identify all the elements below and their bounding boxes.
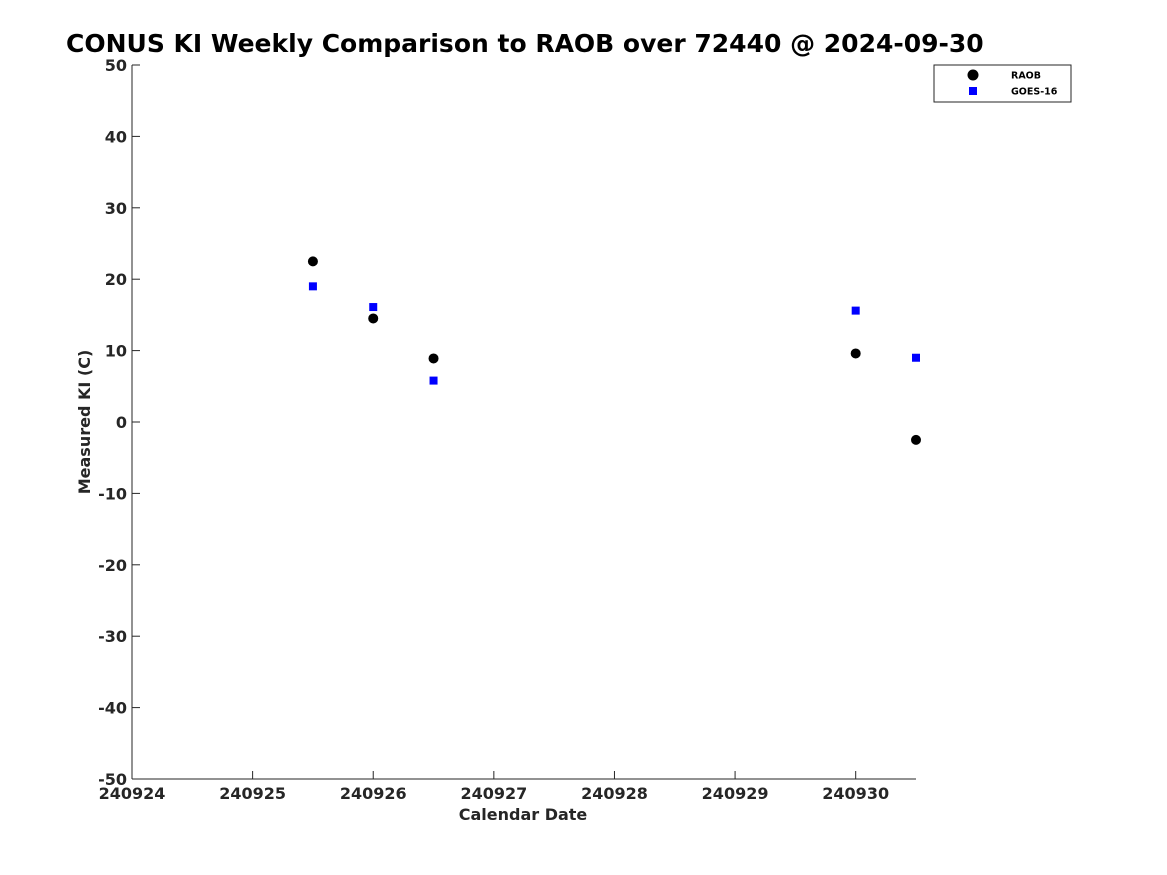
y-tick-label: 10 [105,342,127,361]
legend-box [933,64,1072,103]
legend: RAOB GOES-16 [933,64,1072,103]
x-tick-label: 240928 [581,784,648,803]
raob-point [307,256,318,267]
legend-label: RAOB [1011,71,1041,82]
data-points [307,256,921,445]
x-tick-label: 240930 [822,784,889,803]
y-tick-label: -10 [98,484,127,503]
x-tick-label: 240925 [219,784,286,803]
y-tick-label: -30 [98,627,127,646]
x-axis-title: Calendar Date [459,805,588,824]
y-axis-ticks: 50 40 30 20 10 0 -10 -20 -30 -40 -50 [98,56,140,789]
y-tick-label: -40 [98,699,127,718]
raob-point [368,313,379,324]
y-axis-title: Measured KI (C) [75,350,94,495]
goes-16-point [912,353,920,362]
raob-point [850,348,861,359]
legend-marker-raob [967,69,979,81]
x-tick-label: 240926 [340,784,407,803]
x-tick-label: 240927 [460,784,527,803]
x-axis-ticks: 240924 240925 240926 240927 240928 240929 2409… [99,771,889,803]
raob-point [428,353,439,364]
goes-16-point [851,306,860,315]
x-tick-label: 240924 [99,784,166,803]
chart-title: CONUS KI Weekly Comparison to RAOB over … [66,29,984,58]
goes-16-point [369,303,378,312]
y-tick-label: 0 [116,413,127,432]
y-tick-label: 30 [105,199,127,218]
y-tick-label: -20 [98,556,127,575]
x-tick-label: 240929 [702,784,769,803]
y-tick-label: 40 [105,127,127,146]
y-tick-label: 50 [105,56,127,75]
goes-16-point [429,376,438,385]
legend-label: GOES-16 [1011,87,1058,98]
goes-16-point [308,282,317,291]
y-tick-label: 20 [105,270,127,289]
legend-marker-goes-16 [969,87,977,95]
y-tick-label: -50 [98,770,127,789]
raob-point [911,434,921,445]
